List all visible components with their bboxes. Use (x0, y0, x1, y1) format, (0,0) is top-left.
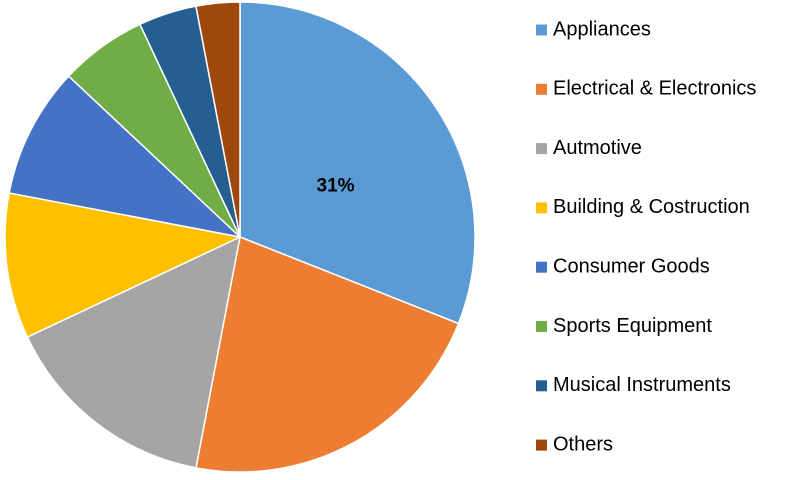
legend-swatch (536, 83, 547, 95)
legend-label: Others (553, 433, 613, 455)
legend-label: Electrical & Electronics (553, 78, 756, 100)
legend-swatch (536, 321, 547, 332)
pie-slice (4, 192, 243, 339)
pie-slice (195, 1, 241, 238)
legend-swatch (536, 439, 547, 451)
legend-label: Musical Instruments (553, 374, 731, 396)
legend-swatch (536, 143, 547, 155)
pie-slice (8, 75, 243, 239)
legend-label: Sports Equipment (553, 315, 712, 337)
legend-swatch (536, 261, 547, 273)
pie-slice (26, 235, 242, 469)
legend-swatch (536, 24, 547, 36)
legend-swatch (536, 202, 547, 214)
pie-slice (195, 235, 460, 473)
legend-label: Building & Costruction (553, 196, 750, 218)
legend-label: Autmotive (553, 137, 642, 159)
data-label: 31% (317, 175, 355, 196)
legend-label: Appliances (553, 18, 651, 40)
pie-slice (239, 1, 476, 325)
legend-swatch (536, 380, 547, 392)
legend-label: Consumer Goods (553, 255, 710, 277)
